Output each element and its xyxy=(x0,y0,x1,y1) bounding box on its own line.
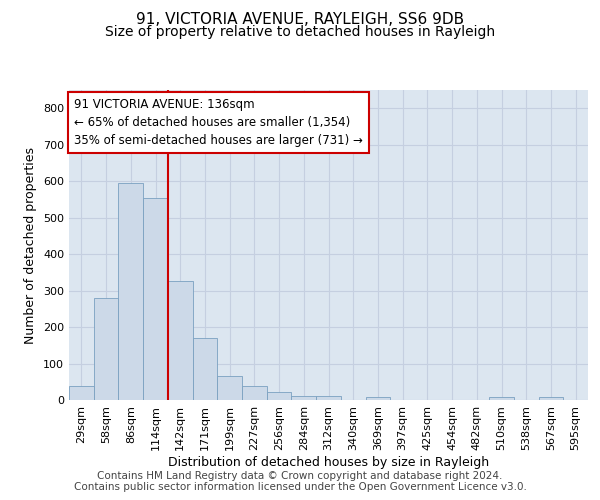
Bar xyxy=(217,376,242,400)
Bar xyxy=(292,396,316,400)
Bar xyxy=(242,386,267,400)
Bar xyxy=(267,392,292,400)
Bar xyxy=(539,397,563,400)
Bar xyxy=(489,397,514,400)
Text: 91, VICTORIA AVENUE, RAYLEIGH, SS6 9DB: 91, VICTORIA AVENUE, RAYLEIGH, SS6 9DB xyxy=(136,12,464,28)
Bar xyxy=(365,397,390,400)
Y-axis label: Number of detached properties: Number of detached properties xyxy=(25,146,37,344)
Text: Contains HM Land Registry data © Crown copyright and database right 2024.
Contai: Contains HM Land Registry data © Crown c… xyxy=(74,471,526,492)
X-axis label: Distribution of detached houses by size in Rayleigh: Distribution of detached houses by size … xyxy=(168,456,489,468)
Text: 91 VICTORIA AVENUE: 136sqm
← 65% of detached houses are smaller (1,354)
35% of s: 91 VICTORIA AVENUE: 136sqm ← 65% of deta… xyxy=(74,98,363,146)
Bar xyxy=(143,198,168,400)
Bar xyxy=(316,396,341,400)
Bar xyxy=(193,338,217,400)
Bar xyxy=(94,298,118,400)
Text: Size of property relative to detached houses in Rayleigh: Size of property relative to detached ho… xyxy=(105,25,495,39)
Bar xyxy=(69,386,94,400)
Bar xyxy=(168,282,193,400)
Bar xyxy=(118,183,143,400)
